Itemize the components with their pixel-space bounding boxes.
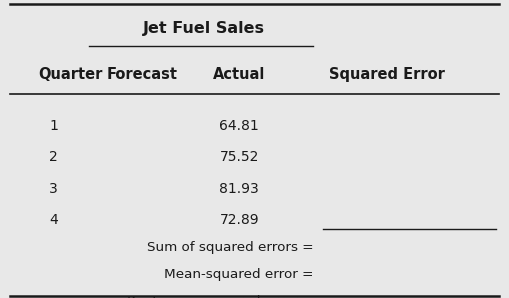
Text: Sum of squared errors =: Sum of squared errors = [147, 241, 313, 254]
Text: Actual: Actual [213, 67, 265, 82]
Text: 64.81: 64.81 [219, 119, 259, 133]
Text: 72.89: 72.89 [219, 213, 259, 227]
Text: 2: 2 [49, 150, 58, 164]
Text: Forecast: Forecast [107, 67, 178, 82]
Text: 75.52: 75.52 [219, 150, 259, 164]
Text: 1: 1 [49, 119, 58, 133]
Text: 81.93: 81.93 [219, 182, 259, 196]
Text: Jet Fuel Sales: Jet Fuel Sales [143, 21, 265, 36]
Text: 3: 3 [49, 182, 58, 196]
Text: 4: 4 [49, 213, 58, 227]
Text: Squared Error: Squared Error [329, 67, 445, 82]
Text: Root-mean-squared error =: Root-mean-squared error = [127, 295, 313, 298]
Text: Quarter: Quarter [38, 67, 102, 82]
Text: Mean-squared error =: Mean-squared error = [164, 268, 313, 281]
